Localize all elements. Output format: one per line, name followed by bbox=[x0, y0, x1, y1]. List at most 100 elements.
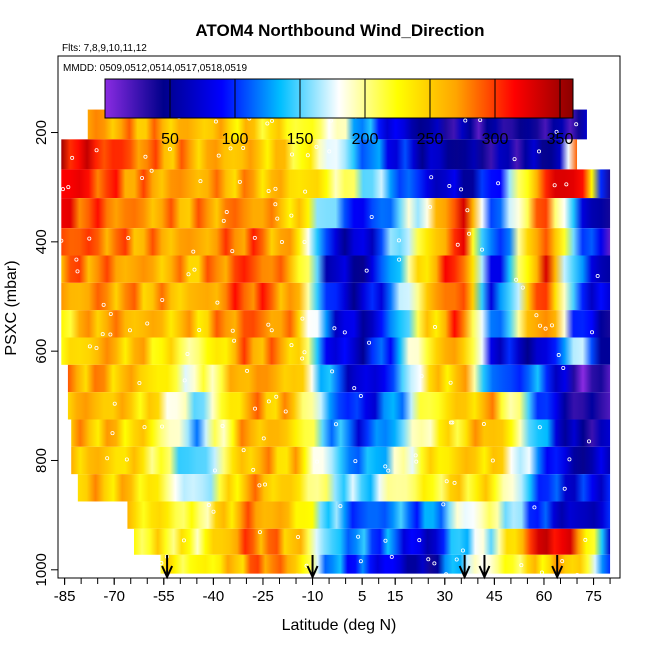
trace-dot bbox=[556, 353, 561, 358]
trace-dot bbox=[413, 453, 418, 458]
trace-dot bbox=[289, 343, 294, 348]
trace-dot bbox=[206, 503, 211, 508]
trace-dot bbox=[333, 422, 338, 427]
trace-dot bbox=[266, 188, 271, 193]
trace-dot bbox=[428, 205, 433, 210]
trace-dot bbox=[305, 153, 310, 158]
trace-dot bbox=[452, 480, 457, 485]
x-tick-label: -25 bbox=[252, 588, 274, 605]
heatmap-row bbox=[61, 169, 611, 199]
trace-dot bbox=[583, 537, 588, 542]
trace-dot bbox=[444, 572, 449, 577]
trace-dot bbox=[369, 214, 374, 219]
colorbar-tick-label: 200 bbox=[352, 131, 379, 148]
heatmap-row bbox=[160, 554, 611, 574]
flights-note: Flts: 7,8,9,10,11,12 bbox=[62, 43, 147, 54]
trace-dot bbox=[124, 457, 129, 462]
trace-dot bbox=[338, 504, 343, 509]
trace-dot bbox=[328, 118, 333, 123]
heatmap-row bbox=[61, 337, 611, 365]
trace-dot bbox=[110, 431, 115, 436]
colorbar-tick-label: 100 bbox=[222, 131, 249, 148]
trace-dot bbox=[358, 559, 363, 564]
trace-dot bbox=[87, 344, 92, 349]
trace-dot bbox=[213, 119, 218, 124]
trace-dot bbox=[127, 328, 132, 333]
trace-dot bbox=[543, 326, 548, 331]
trace-dot bbox=[269, 328, 274, 333]
x-tick-label: -85 bbox=[54, 588, 76, 605]
trace-dot bbox=[564, 182, 569, 187]
trace-dot bbox=[137, 381, 142, 386]
trace-dot bbox=[59, 238, 64, 243]
y-tick-label: 1000 bbox=[33, 553, 50, 586]
trace-dot bbox=[554, 129, 559, 134]
trace-dot bbox=[294, 573, 299, 578]
trace-dot bbox=[562, 486, 567, 491]
trace-dot bbox=[211, 509, 216, 514]
chart-title: ATOM4 Northbound Wind_Direction bbox=[195, 21, 484, 40]
trace-dot bbox=[252, 235, 257, 240]
trace-dot bbox=[552, 183, 557, 188]
trace-dot bbox=[160, 297, 165, 302]
trace-dot bbox=[232, 338, 237, 343]
trace-dot bbox=[417, 538, 422, 543]
plot-frame bbox=[57, 55, 621, 579]
trace-dot bbox=[575, 572, 580, 577]
heatmap-row bbox=[71, 419, 611, 447]
trace-dot bbox=[266, 322, 271, 327]
trace-dot bbox=[586, 439, 591, 444]
trace-dot bbox=[100, 332, 105, 337]
trace-dot bbox=[429, 175, 434, 180]
flight-turn-arrows bbox=[161, 555, 564, 580]
trace-dot bbox=[289, 213, 294, 218]
trace-dot bbox=[185, 351, 190, 356]
y-tick-label: 800 bbox=[33, 448, 50, 473]
trace-dot bbox=[105, 456, 110, 461]
colorbar-tick-label: 350 bbox=[547, 131, 574, 148]
trace-dot bbox=[590, 330, 595, 335]
trace-dot bbox=[520, 285, 525, 290]
trace-dot bbox=[383, 538, 388, 543]
colorbar-tick-label: 50 bbox=[161, 131, 179, 148]
trace-dot bbox=[481, 422, 486, 427]
x-tick-label: 60 bbox=[536, 588, 553, 605]
trace-dot bbox=[342, 330, 347, 335]
trace-dot bbox=[364, 268, 369, 273]
trace-dot bbox=[149, 168, 154, 173]
trace-dot bbox=[419, 374, 424, 379]
trace-dot bbox=[245, 368, 250, 373]
trace-dot bbox=[228, 146, 233, 151]
trace-dot bbox=[191, 249, 196, 254]
trace-dot bbox=[302, 239, 307, 244]
trace-dot bbox=[66, 185, 71, 190]
trace-dot bbox=[560, 559, 565, 564]
arrow-head bbox=[478, 565, 491, 580]
trace-dot bbox=[215, 300, 220, 305]
x-tick-label: -40 bbox=[203, 588, 225, 605]
trace-dot bbox=[108, 332, 113, 337]
trace-dot bbox=[432, 561, 437, 566]
trace-dot bbox=[192, 267, 197, 272]
heatmap-row bbox=[61, 228, 611, 256]
heatmap-rows bbox=[61, 109, 611, 574]
arrow-head bbox=[551, 565, 564, 580]
trace-dot bbox=[266, 399, 271, 404]
trace-dot bbox=[60, 187, 65, 192]
trace-dot bbox=[538, 323, 543, 328]
trace-dot bbox=[241, 448, 246, 453]
trace-dot bbox=[140, 175, 145, 180]
x-tick-label: -55 bbox=[153, 588, 175, 605]
trace-dot bbox=[356, 534, 361, 539]
heatmap-row bbox=[77, 474, 611, 502]
trace-dot bbox=[251, 467, 256, 472]
trace-dot bbox=[463, 118, 468, 123]
trace-dot bbox=[220, 423, 225, 428]
heatmap-row bbox=[67, 364, 611, 393]
trace-dot bbox=[314, 144, 319, 149]
trace-dot bbox=[181, 538, 186, 543]
trace-dot bbox=[448, 380, 453, 385]
trace-dot bbox=[143, 154, 148, 159]
y-axis: 200 400 600 800 1000 bbox=[33, 120, 58, 586]
